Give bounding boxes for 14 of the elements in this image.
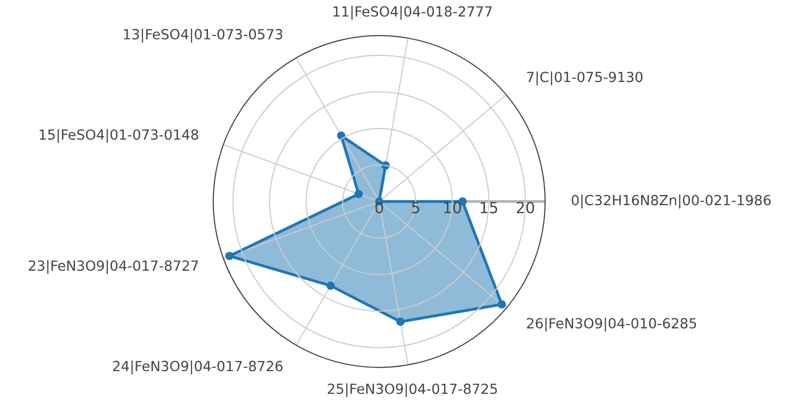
spoke-label: 11|FeSO4|04-018-2777 <box>334 6 492 20</box>
spoke-label: 0|C32H16N8Zn|00-021-1986 <box>572 194 771 208</box>
spoke-label: 13|FeSO4|01-073-0573 <box>124 28 282 43</box>
y-tick-label: 15 <box>480 202 498 214</box>
spoke-label: 23|FeN3O9|04-017-8727 <box>28 260 198 274</box>
y-tick-label: 0 <box>375 202 384 214</box>
y-tick-label: 10 <box>444 202 461 214</box>
spoke-label: 7|C|01-075-9130 <box>527 71 642 86</box>
spoke-label: 24|FeN3O9|04-017-8726 <box>113 360 283 374</box>
y-tick-label: 20 <box>516 202 534 214</box>
spoke-label: 26|FeN3O9|04-010-6285 <box>526 318 696 332</box>
y-tick-label: 5 <box>412 202 420 214</box>
spoke-label: 25|FeN3O9|04-017-8725 <box>328 383 497 398</box>
spoke-label: 15|FeSO4|01-073-0148 <box>40 129 198 143</box>
